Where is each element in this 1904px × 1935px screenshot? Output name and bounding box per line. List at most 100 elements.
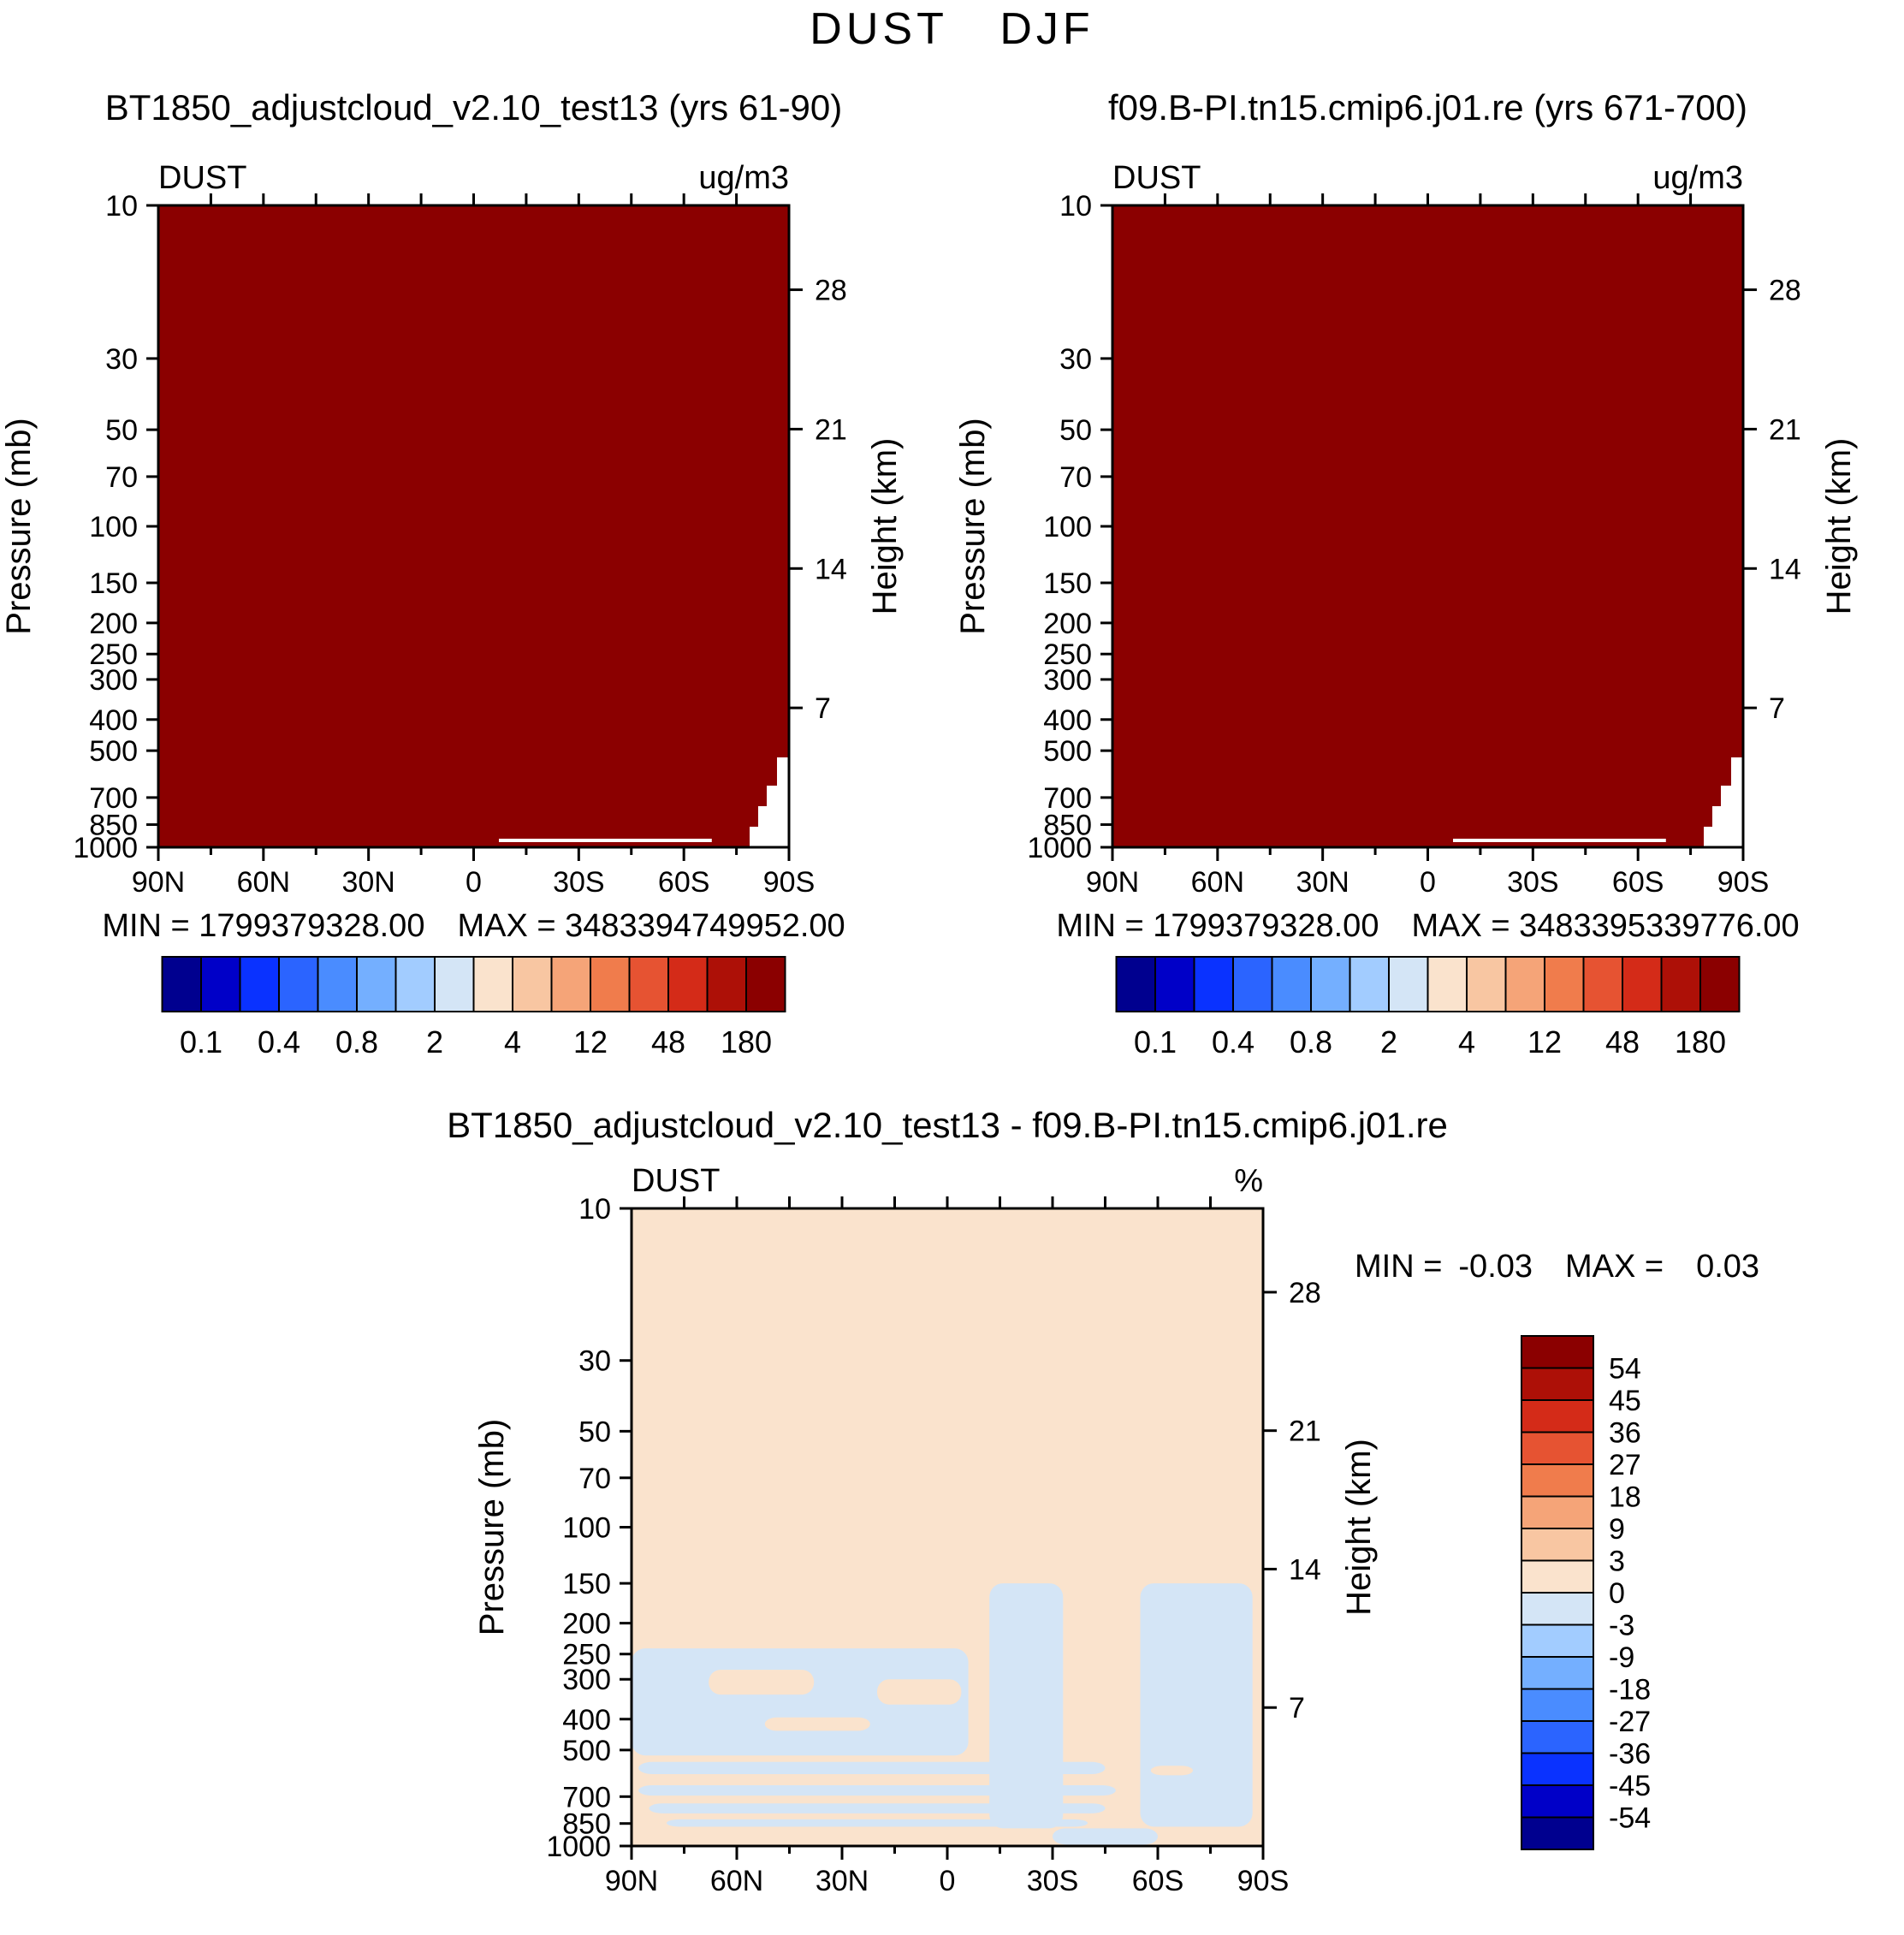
latitude-tick-label: 90S (1237, 1865, 1290, 1897)
colorbar-cell (1521, 1528, 1594, 1562)
pressure-tick-label: 250 (562, 1639, 611, 1671)
pressure-tick-label: 400 (562, 1704, 611, 1736)
pressure-tick-label: 10 (1059, 190, 1092, 223)
colorbar-cell (1388, 956, 1429, 1012)
surface-line (1452, 839, 1666, 842)
colorbar-tick-label: 12 (573, 1024, 608, 1060)
colorbar-cell (667, 956, 709, 1012)
latitude-tick-label: 0 (940, 1865, 956, 1897)
colorbar-tick-label: 2 (426, 1024, 443, 1060)
colorbar-tick-label: 45 (1609, 1385, 1641, 1417)
height-tick-label: 21 (1289, 1416, 1321, 1448)
colorbar-tick-label: 18 (1609, 1481, 1641, 1514)
page-title: DUST DJF (810, 4, 1094, 54)
colorbar-cell (1154, 956, 1195, 1012)
units-label: ug/m3 (698, 160, 789, 196)
colorbar-cell (1521, 1592, 1594, 1626)
positive-anomaly-hole (709, 1670, 815, 1695)
colorbar-cell (278, 956, 319, 1012)
latitude-tick-label: 60S (1132, 1865, 1184, 1897)
field-label: DUST (632, 1163, 720, 1199)
latitude-tick-label: 90S (1717, 866, 1770, 899)
pressure-tick-label: 70 (1059, 461, 1092, 494)
colorbar-tick-label: -18 (1609, 1674, 1651, 1706)
colorbar-cell (1521, 1431, 1594, 1465)
colorbar-tick-label: 2 (1380, 1024, 1397, 1060)
colorbar-cell (1521, 1816, 1594, 1850)
field-label: DUST (1112, 160, 1201, 196)
height-tick-label: 7 (1289, 1692, 1305, 1724)
colorbar-tick-label: 3 (1609, 1546, 1625, 1578)
pressure-tick-label: 300 (562, 1664, 611, 1696)
colorbar-tick-label: 180 (1675, 1024, 1726, 1060)
colorbar-tick-label: -36 (1609, 1738, 1651, 1771)
colorbar-tick-label: -27 (1609, 1706, 1651, 1738)
height-axis-title: Height (km) (1340, 1439, 1378, 1616)
colorbar-tick-label: 0.8 (335, 1024, 378, 1060)
colorbar-tick-label: 180 (721, 1024, 772, 1060)
colorbar-tick-label: 0.1 (1134, 1024, 1177, 1060)
pressure-axis-title: Pressure (mb) (0, 418, 38, 634)
pressure-tick-label: 70 (105, 461, 138, 494)
pressure-tick-label: 400 (89, 704, 138, 737)
colorbar-cell (1582, 956, 1623, 1012)
height-axis-title: Height (km) (866, 438, 904, 615)
latitude-tick-label: 30N (816, 1865, 869, 1897)
colorbar-tick-label: 0 (1609, 1577, 1625, 1610)
colorbar-cell (1232, 956, 1273, 1012)
pressure-axis-title: Pressure (mb) (473, 1419, 511, 1635)
colorbar-tick-label: 4 (1458, 1024, 1475, 1060)
colorbar-tick-label: 27 (1609, 1449, 1641, 1481)
colorbar-cell (745, 956, 786, 1012)
panel-top-right-title: f09.B-PI.tn15.cmip6.j01.re (yrs 671-700) (1108, 87, 1747, 128)
colorbar-tick-label: 12 (1527, 1024, 1562, 1060)
panel-difference: BT1850_adjustcloud_v2.10_test13 - f09.B-… (447, 1105, 1759, 1897)
pressure-tick-label: 70 (578, 1463, 611, 1495)
pressure-tick-label: 150 (562, 1568, 611, 1600)
pressure-tick-label: 400 (1043, 704, 1092, 737)
colorbar-cell (356, 956, 397, 1012)
pressure-tick-label: 850 (89, 810, 138, 842)
latitude-tick-label: 60N (237, 866, 290, 899)
latitude-tick-label: 90S (763, 866, 816, 899)
pressure-tick-label: 200 (1043, 608, 1092, 640)
pressure-tick-label: 500 (89, 735, 138, 768)
colorbar-cell (1193, 956, 1234, 1012)
colorbar-tick-label: -45 (1609, 1770, 1651, 1802)
colorbar-cell (550, 956, 591, 1012)
pressure-tick-label: 100 (562, 1512, 611, 1545)
colorbar-cell (1349, 956, 1390, 1012)
pressure-tick-label: 200 (89, 608, 138, 640)
colorbar-tick-label: -3 (1609, 1610, 1634, 1642)
negative-anomaly-patch (649, 1803, 1106, 1813)
colorbar-cell (628, 956, 669, 1012)
colorbar-cell (1310, 956, 1351, 1012)
colorbar-cell (1521, 1367, 1594, 1401)
negative-anomaly-patch (638, 1761, 1106, 1775)
colorbar-cell (706, 956, 747, 1012)
pressure-tick-label: 700 (1043, 782, 1092, 815)
colorbar-cell (1544, 956, 1585, 1012)
stats-line: MIN = -0.03 MAX = 0.03 (1355, 1249, 1759, 1285)
colorbar-cell (1521, 1752, 1594, 1786)
positive-anomaly-hole (764, 1717, 870, 1731)
surface-line (498, 839, 712, 842)
pressure-tick-label: 50 (1059, 414, 1092, 447)
height-tick-label: 28 (1769, 275, 1801, 307)
colorbar-cell (1521, 1399, 1594, 1433)
pressure-tick-label: 100 (89, 511, 138, 543)
colorbar-tick-label: 0.1 (180, 1024, 222, 1060)
colorbar-cell (472, 956, 513, 1012)
field-fill (1112, 205, 1743, 847)
pressure-tick-label: 30 (578, 1345, 611, 1378)
latitude-tick-label: 60S (1612, 866, 1664, 899)
colorbar-cell (1521, 1559, 1594, 1594)
height-tick-label: 7 (1769, 692, 1785, 725)
height-tick-label: 28 (1289, 1277, 1321, 1309)
height-tick-label: 14 (815, 553, 847, 585)
latitude-tick-label: 90N (605, 1865, 658, 1897)
colorbar-cell (1504, 956, 1545, 1012)
colorbar-tick-label: 54 (1609, 1353, 1641, 1386)
negative-anomaly-patch (1140, 1583, 1253, 1827)
